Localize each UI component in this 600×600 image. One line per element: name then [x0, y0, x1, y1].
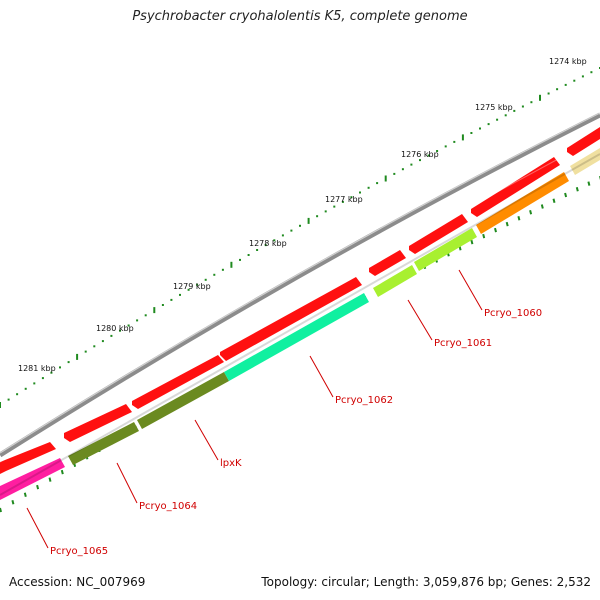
genome-backbone	[0, 112, 600, 458]
scale-tick-inner	[505, 221, 509, 227]
scale-tick-inner	[564, 192, 568, 198]
gene-bar-lpxk[interactable]	[137, 372, 229, 429]
scale-tick-inner	[48, 477, 52, 482]
gene-bar-pcryo-1061a[interactable]	[373, 265, 417, 297]
gene-labels: Pcryo_1060 Pcryo_1061 Pcryo_1062 lpxK Pc…	[50, 308, 542, 557]
leader-pcryo-1061	[407, 299, 433, 341]
gene-bar-pcryo-1060[interactable]	[476, 172, 569, 234]
leader-pcryo-1065	[26, 507, 49, 549]
leader-pcryo-1062	[309, 355, 334, 398]
kbp-label-1274: 1274 kbp	[549, 57, 587, 66]
scale-tick-inner	[494, 227, 497, 233]
cds-arrow[interactable]	[409, 214, 468, 254]
scale-tick-inner	[517, 215, 521, 221]
cds-arrow[interactable]	[132, 355, 224, 409]
kbp-label-1280: 1280 kbp	[96, 324, 134, 333]
kbp-label-1277: 1277 kbp	[325, 195, 363, 204]
gene-bar-pcryo-1064[interactable]	[68, 422, 139, 465]
accession-text: Accession: NC_007969	[9, 575, 146, 589]
kbp-label-1278: 1278 kbp	[249, 239, 287, 248]
gene-bar-pcryo-1062[interactable]	[224, 293, 369, 381]
cds-gloss	[0, 157, 561, 463]
gene-label-lpxk[interactable]: lpxK	[220, 458, 242, 469]
gene-label-pcryo-1061[interactable]: Pcryo_1061	[434, 338, 492, 349]
scale-tick-inner	[60, 469, 64, 475]
cds-arrow[interactable]	[471, 157, 560, 217]
gene-label-pcryo-1062[interactable]: Pcryo_1062	[335, 395, 393, 406]
scale-tick-inner	[482, 233, 486, 239]
kbp-label-1275: 1275 kbp	[475, 103, 513, 112]
kbp-label-1276: 1276 kbp	[401, 150, 439, 159]
cds-arrow[interactable]	[220, 277, 362, 361]
gene-label-pcryo-1060[interactable]: Pcryo_1060	[484, 308, 542, 319]
kbp-label-1281: 1281 kbp	[18, 364, 56, 373]
genome-summary-text: Topology: circular; Length: 3,059,876 bp…	[261, 575, 591, 589]
gene-track	[0, 148, 600, 500]
scale-tick-inner	[552, 198, 556, 203]
scale-tick-inner	[36, 484, 40, 490]
scale-tick-inner	[587, 181, 591, 186]
scale-tick-inner	[470, 239, 474, 245]
gene-label-pcryo-1065[interactable]: Pcryo_1065	[50, 546, 108, 557]
gene-bar-extra[interactable]	[570, 148, 600, 175]
cds-arrow[interactable]	[567, 127, 600, 156]
scale-tick-inner	[575, 187, 579, 192]
label-leaders	[26, 269, 483, 549]
cds-track	[0, 127, 600, 474]
map-title: Psychrobacter cryohalolentis K5, complet…	[132, 9, 468, 24]
kbp-labels: 1274 kbp 1275 kbp 1276 kbp 1277 kbp 1278…	[18, 57, 587, 373]
cds-arrow[interactable]	[64, 404, 132, 442]
gene-track-shade	[0, 153, 600, 496]
gene-bar-pcryo-1061b[interactable]	[414, 228, 477, 271]
leader-pcryo-1064	[116, 462, 138, 504]
gene-label-pcryo-1064[interactable]: Pcryo_1064	[139, 501, 197, 512]
leader-pcryo-1060	[458, 269, 483, 311]
genome-backbone-highlight	[0, 112, 600, 454]
gene-bar-pcryo-1065[interactable]	[0, 458, 65, 500]
scale-tick-inner	[529, 210, 533, 215]
scale-tick-inner	[0, 507, 2, 513]
scale-tick-inner	[11, 500, 15, 505]
cds-arrow[interactable]	[0, 442, 56, 474]
scale-tick-inner	[23, 492, 27, 497]
leader-lpxk	[194, 419, 219, 461]
cds-arrow[interactable]	[369, 250, 406, 276]
scale-tick-inner	[540, 204, 544, 209]
kbp-label-1279: 1279 kbp	[173, 282, 211, 291]
